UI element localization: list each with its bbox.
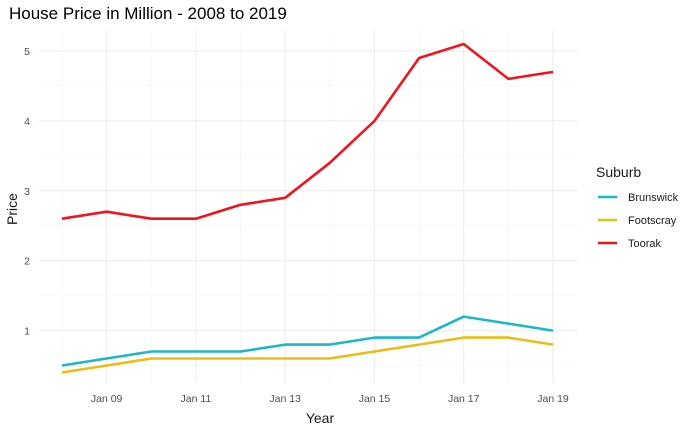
series-line-toorak xyxy=(61,42,554,220)
y-tick-label: 4 xyxy=(24,116,30,128)
series-lines xyxy=(61,42,554,374)
x-tick-label: Jan 13 xyxy=(269,393,301,405)
x-tick-label: Jan 15 xyxy=(359,393,391,405)
x-tick-label: Jan 11 xyxy=(181,393,212,405)
chart-title: House Price in Million - 2008 to 2019 xyxy=(9,4,287,23)
legend-title: Suburb xyxy=(596,164,641,180)
x-tick-label: Jan 19 xyxy=(537,393,569,405)
legend-label-brunswick: Brunswick xyxy=(628,192,679,204)
grid xyxy=(39,30,578,383)
y-axis-title: Price xyxy=(4,193,20,225)
y-axis-ticks: 1 2 3 4 5 xyxy=(24,46,30,338)
series-line-footscray xyxy=(61,336,554,374)
y-tick-label: 3 xyxy=(24,186,30,198)
x-tick-label: Jan 09 xyxy=(91,393,123,405)
x-axis-ticks: Jan 09 Jan 11 Jan 13 Jan 15 Jan 17 Jan 19 xyxy=(91,393,569,405)
x-axis-title: Year xyxy=(306,410,335,426)
x-tick-label: Jan 17 xyxy=(448,393,480,405)
legend-label-toorak: Toorak xyxy=(628,238,662,250)
y-tick-label: 5 xyxy=(24,46,30,58)
y-tick-label: 2 xyxy=(24,256,30,268)
legend: Suburb Brunswick Footscray Toorak xyxy=(596,164,679,250)
legend-label-footscray: Footscray xyxy=(628,215,677,227)
series-line-brunswick xyxy=(61,315,554,367)
y-tick-label: 1 xyxy=(24,326,30,338)
